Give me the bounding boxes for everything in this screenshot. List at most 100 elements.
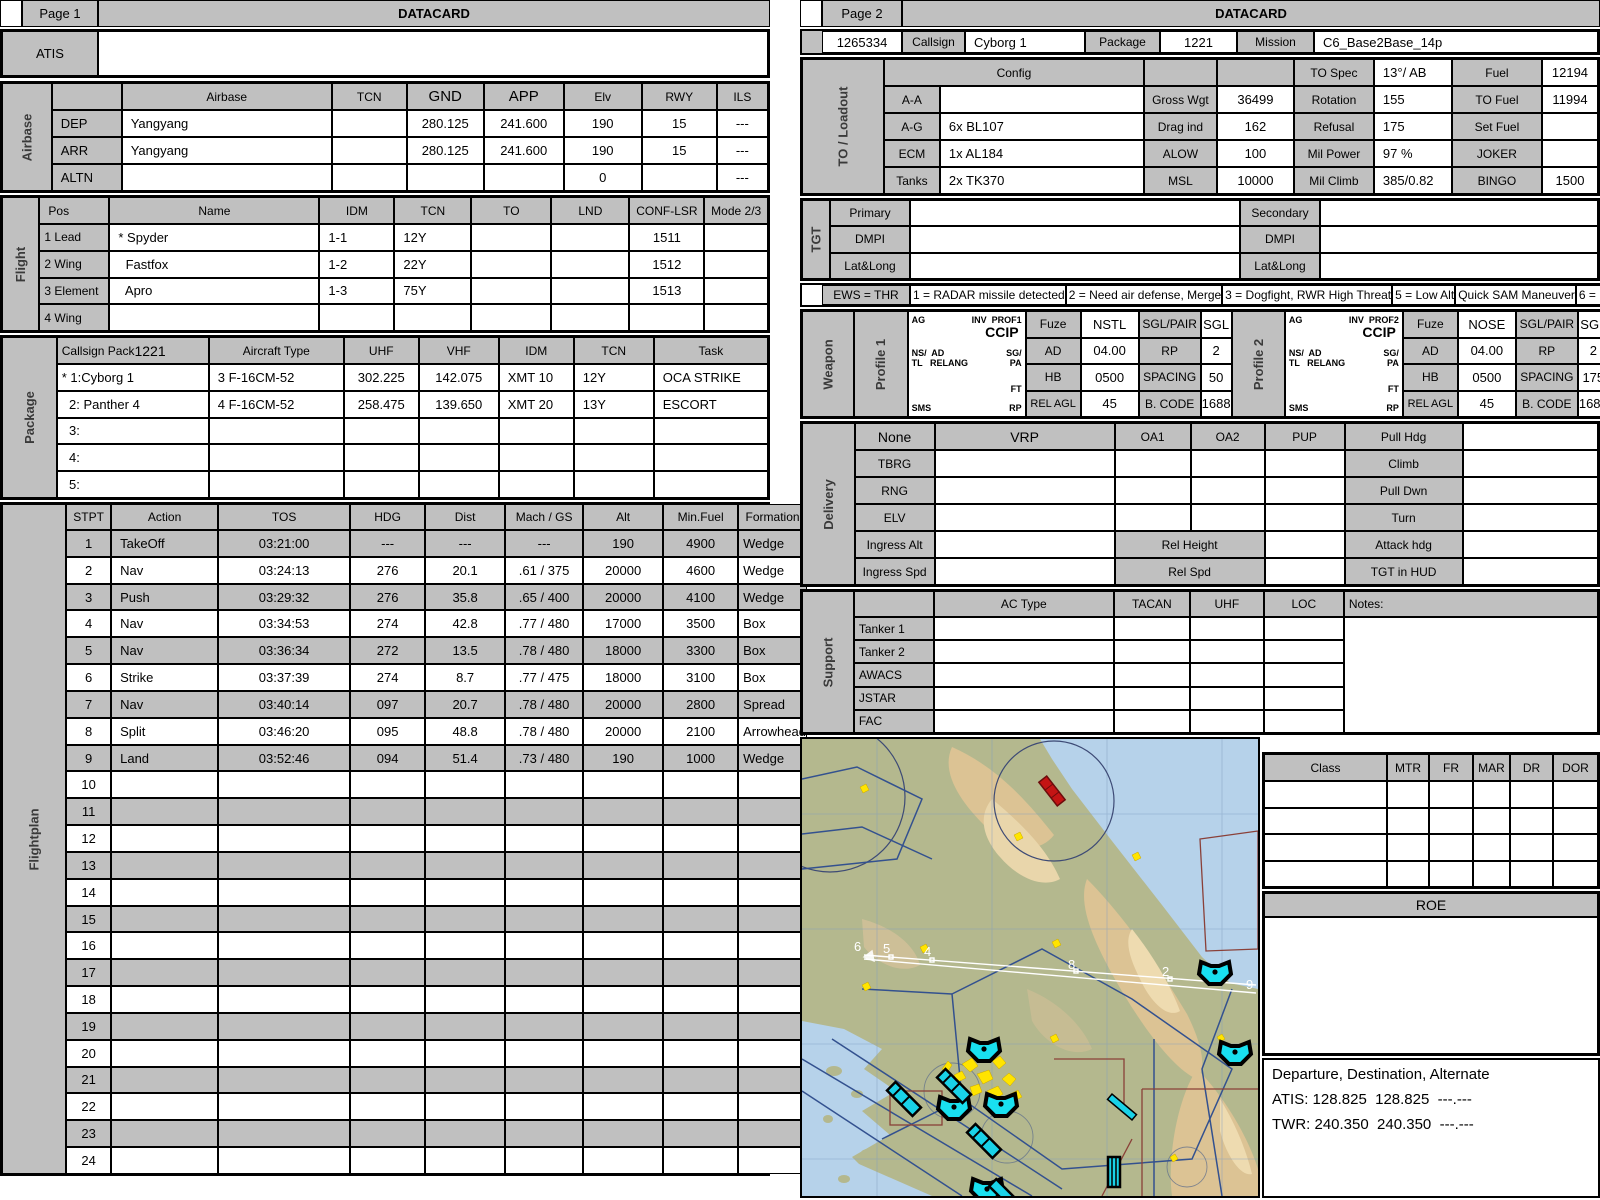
delivery-key: TBRG	[854, 450, 935, 477]
package-type: 3 F-16CM-52	[208, 364, 344, 391]
fp-mach	[505, 1039, 584, 1067]
fuel-label: Fuel	[1451, 59, 1542, 86]
weapon-field-key: HB	[1025, 364, 1081, 391]
package-task: ESCORT	[653, 390, 768, 418]
page2-tab[interactable]: Page 2	[822, 0, 902, 27]
flightplan-row: 14	[66, 878, 807, 906]
fp-mach: .65 / 400	[505, 583, 584, 611]
ews-cell: 1 = RADAR missile detected	[910, 285, 1066, 305]
package-vhf	[418, 417, 499, 445]
weapon-field-value: 0500	[1080, 364, 1139, 391]
fp-hdg: 276	[350, 556, 426, 584]
flightplan-row: 13	[66, 851, 807, 879]
fp-stpt: 22	[66, 1093, 112, 1121]
loadout-key3: Rotation	[1293, 86, 1374, 113]
fp-action	[111, 959, 219, 987]
sms-display: AG INV PROF1 CCIP NS/ AD SG/ TL RELANG P…	[907, 311, 1026, 417]
fp-dist	[425, 932, 506, 960]
roe-header: ROE	[1264, 893, 1598, 917]
weapon-section-label: Weapon	[802, 311, 855, 417]
fp-header-hdg: HDG	[350, 504, 426, 530]
fp-hdg	[350, 1120, 426, 1148]
fp-dist	[425, 959, 506, 987]
support-row: FAC	[853, 709, 1344, 734]
page1-tab[interactable]: Page 1	[22, 0, 98, 27]
package-tcn: 13Y	[573, 390, 654, 418]
support-loc-cell	[1263, 617, 1344, 641]
airbase-gnd	[406, 164, 484, 191]
flight-lnd	[551, 304, 630, 331]
weapon-section: Weapon Profile 1 AG INV PROF1 CCIP NS/ A…	[800, 309, 1600, 419]
support-tacan-cell	[1113, 640, 1190, 664]
ews-cell: 5 = Low Alt	[1392, 285, 1456, 305]
flight-conf: 1512	[629, 250, 705, 278]
fp-form	[738, 986, 807, 1013]
support-tacan-cell	[1113, 617, 1190, 641]
fp-header-fuel: Min.Fuel	[663, 504, 739, 530]
fp-dist	[425, 1120, 506, 1148]
flightplan-row: 16	[66, 932, 807, 960]
loadout-key4: JOKER	[1451, 140, 1542, 167]
loadout-value4: 11994	[1541, 86, 1598, 113]
support-section: Support AC Type TACAN UHF LOC Notes:	[800, 589, 1600, 735]
support-row: JSTAR	[853, 686, 1344, 710]
weapon-field-key2: SGL/PAIR	[1138, 311, 1201, 338]
fp-mach: .61 / 375	[505, 556, 584, 584]
ingress-key: Ingress Spd	[854, 558, 935, 585]
fp-stpt: 9	[66, 744, 112, 772]
fp-fuel	[663, 825, 739, 852]
tgt-right-key: DMPI	[1240, 226, 1320, 253]
mission-label: Mission	[1237, 31, 1314, 53]
weapon-field-key2: SGL/PAIR	[1515, 311, 1578, 338]
tgt-right-value	[1320, 200, 1598, 227]
loadout-value3: 97 %	[1373, 140, 1452, 167]
delivery-oa2-cell	[1190, 477, 1265, 504]
fp-fuel: 4600	[663, 556, 739, 584]
loadout-value3: 385/0.82	[1373, 167, 1452, 194]
fp-stpt: 23	[66, 1120, 112, 1148]
fp-alt	[583, 1093, 664, 1121]
fp-dist	[425, 1093, 506, 1121]
package-callsign: 3:	[56, 417, 209, 445]
delivery-row: TBRG Climb	[854, 450, 1598, 477]
fp-form	[738, 825, 807, 852]
fp-hdg: 097	[350, 690, 426, 718]
flightplan-row: 24	[66, 1147, 807, 1174]
fp-dist: 20.7	[425, 690, 506, 718]
mtr-header: MTR	[1387, 754, 1429, 781]
flightplan-section: Flightplan STPT Action TOS HDG Dist Mach…	[0, 502, 807, 1176]
support-header-notes: Notes:	[1343, 591, 1598, 617]
weapon-field-key: AD	[1025, 337, 1081, 364]
package-task: OCA STRIKE	[653, 364, 768, 391]
weapon-field-value: 0500	[1457, 364, 1516, 391]
class-cell	[1387, 807, 1429, 834]
fp-fuel	[663, 1039, 739, 1067]
weapon-field-key2: B. CODE	[1515, 390, 1578, 417]
support-uhf-cell	[1189, 640, 1264, 664]
flightplan-row: 4 Nav 03:34:53 274 42.8 .77 / 480 17000 …	[66, 610, 807, 638]
loadout-key3: Refusal	[1293, 113, 1374, 140]
loadout-key4: TO Fuel	[1451, 86, 1542, 113]
departure-twr-line: TWR: 240.350 240.350 ---.---	[1272, 1116, 1474, 1133]
fp-action	[111, 878, 219, 906]
fp-header-mach: Mach / GS	[505, 504, 584, 530]
svg-text:8: 8	[1068, 957, 1075, 972]
fp-fuel: 3500	[663, 610, 739, 638]
fp-form: Arrowhead	[738, 717, 807, 745]
tgt-right-key: Lat&Long	[1240, 252, 1320, 279]
fp-mach	[505, 878, 584, 906]
weapon-field-key: Fuze	[1402, 311, 1458, 338]
airbase-header-ils: ILS	[716, 83, 768, 110]
package-idm: XMT 10	[498, 364, 574, 391]
flightplan-row: 20	[66, 1039, 807, 1067]
flight-tcn: 22Y	[394, 250, 472, 278]
airbase-gnd: 280.125	[406, 110, 484, 137]
fp-hdg: 274	[350, 610, 426, 638]
tgt-left-value	[910, 200, 1240, 227]
dr-header: DR	[1510, 754, 1553, 781]
delivery-pup-cell	[1264, 504, 1345, 531]
class-cell	[1264, 807, 1387, 834]
support-type-cell	[933, 686, 1114, 710]
airbase-section-label: Airbase	[2, 83, 52, 191]
flight-lnd	[551, 277, 630, 305]
